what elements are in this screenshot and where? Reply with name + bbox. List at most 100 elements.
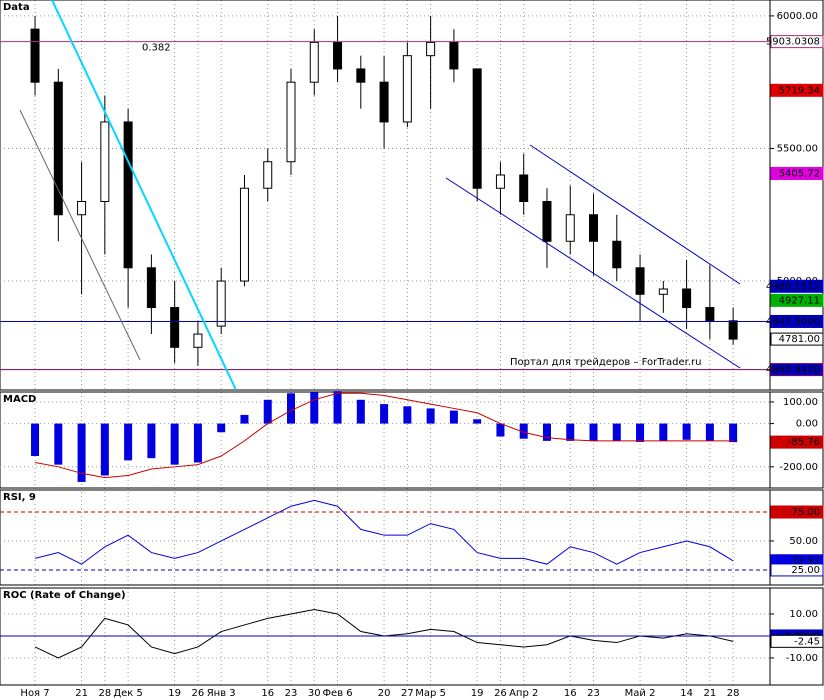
candle-body xyxy=(426,41,436,57)
candle-body xyxy=(239,187,249,282)
x-tick-label: 26 xyxy=(192,688,205,699)
x-tick-label: 23 xyxy=(285,688,298,699)
candle-body xyxy=(402,55,412,123)
x-tick-label: Фев 6 xyxy=(322,688,352,699)
panel-title: RSI, 9 xyxy=(3,492,36,503)
candle-body xyxy=(77,200,87,216)
x-tick-label: Дек 5 xyxy=(113,688,143,699)
candle-body xyxy=(682,288,692,309)
histogram-bar xyxy=(612,423,621,441)
price-label-box xyxy=(770,35,824,49)
histogram-bar xyxy=(403,406,412,424)
candle-body xyxy=(589,214,599,242)
histogram-bar xyxy=(287,393,296,424)
y-tick-label: -10.00 xyxy=(786,653,818,664)
histogram-bar xyxy=(449,410,458,424)
y-tick-label: 0.00 xyxy=(796,419,818,430)
histogram-bar xyxy=(31,423,40,456)
candle-body xyxy=(495,174,505,189)
price-label-box xyxy=(770,332,824,346)
channel-line xyxy=(445,177,741,369)
y-tick-label: 100.00 xyxy=(783,397,818,408)
histogram-bar xyxy=(589,423,598,441)
price-label: -2.45 xyxy=(794,636,820,647)
panel-title: ROC (Rate of Change) xyxy=(3,590,126,601)
price-label-box xyxy=(770,563,824,577)
histogram-bar xyxy=(636,423,645,442)
price-label: 5903.0308 xyxy=(766,37,820,48)
panel-frame xyxy=(0,0,824,391)
histogram-bar xyxy=(217,423,226,433)
price-label: 32.92 xyxy=(791,556,820,567)
candle-body xyxy=(100,121,110,202)
candle-body xyxy=(286,81,296,163)
price-label: 4927.11 xyxy=(779,295,820,306)
price-label-box xyxy=(770,83,824,97)
candle-body xyxy=(658,288,668,295)
x-tick-label: 21 xyxy=(703,688,716,699)
price-label: 4665.9420 xyxy=(766,365,820,376)
x-tick-label: 20 xyxy=(378,688,391,699)
candle-body xyxy=(53,81,63,216)
candle-body xyxy=(356,68,366,83)
x-tick-label: Май 2 xyxy=(625,688,656,699)
histogram-bar xyxy=(496,423,505,437)
price-label-box xyxy=(770,293,824,307)
x-tick-label: Апр 2 xyxy=(509,688,538,699)
panel-title-box xyxy=(1,1,31,12)
annotation: 0.382 xyxy=(142,43,171,54)
panel-title: MACD xyxy=(3,394,36,405)
channel-line xyxy=(529,144,741,285)
y-tick-label: 50.00 xyxy=(789,536,818,547)
price-label-box xyxy=(770,435,824,449)
x-tick-label: 21 xyxy=(75,688,88,699)
panel-frame xyxy=(0,489,824,586)
candle-body xyxy=(123,121,133,269)
candle-body xyxy=(542,200,552,242)
panel-title-box xyxy=(1,491,43,502)
indicator-line xyxy=(34,392,734,479)
candle-body xyxy=(263,161,273,189)
histogram-bar xyxy=(54,423,63,465)
histogram-bar xyxy=(100,423,109,476)
x-tick-label: Ноя 7 xyxy=(20,688,49,699)
price-label: 5405.72 xyxy=(779,168,820,179)
histogram-bar xyxy=(380,404,389,424)
x-tick-label: 14 xyxy=(680,688,693,699)
candle-body xyxy=(379,81,389,123)
y-tick-label: 6000.00 xyxy=(777,11,818,22)
x-tick-label: 19 xyxy=(471,688,484,699)
price-label: 75.00 xyxy=(791,507,820,518)
histogram-bar xyxy=(263,399,272,424)
trend-line xyxy=(51,0,237,391)
x-tick-label: Мар 5 xyxy=(415,688,446,699)
histogram-bar xyxy=(473,419,482,424)
price-label-box xyxy=(770,634,824,648)
histogram-bar xyxy=(310,392,319,424)
price-label: 25.00 xyxy=(791,565,820,576)
price-label-box xyxy=(770,314,824,328)
candle-body xyxy=(309,41,319,83)
price-label: 5719.34 xyxy=(779,85,820,96)
histogram-bar xyxy=(542,423,551,441)
x-tick-label: 16 xyxy=(261,688,274,699)
histogram-bar xyxy=(356,399,365,424)
candle-body xyxy=(565,214,575,242)
histogram-bar xyxy=(147,423,156,459)
x-tick-label: 19 xyxy=(168,688,181,699)
panel-title: Data xyxy=(3,2,30,13)
candle-body xyxy=(612,240,622,269)
price-label: 4847.5000 xyxy=(766,316,820,327)
candle-body xyxy=(193,333,203,348)
x-tick-label: 28 xyxy=(98,688,111,699)
histogram-bar xyxy=(729,423,738,443)
x-tick-label: Янв 3 xyxy=(207,688,236,699)
histogram-bar xyxy=(659,423,668,441)
indicator-line xyxy=(34,499,734,565)
histogram-bar xyxy=(682,423,691,440)
histogram-bar xyxy=(519,423,528,439)
histogram-bar xyxy=(566,423,575,441)
price-label-box xyxy=(770,166,824,180)
candle-body xyxy=(216,280,226,327)
